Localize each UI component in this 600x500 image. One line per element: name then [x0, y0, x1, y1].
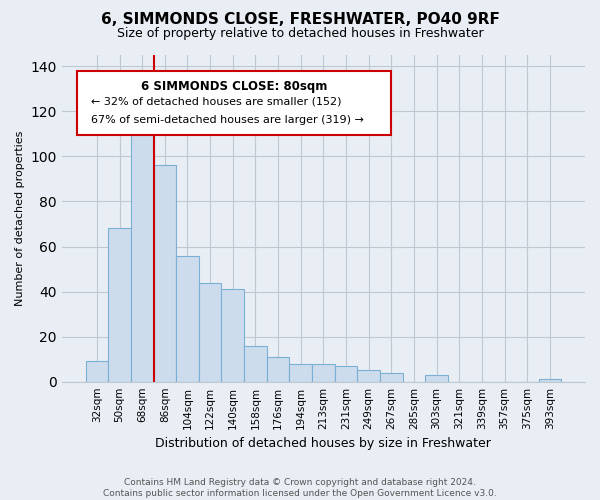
FancyBboxPatch shape [77, 72, 391, 135]
Bar [380, 372, 403, 382]
Bar [131, 127, 154, 382]
Bar [176, 256, 199, 382]
Bar [312, 364, 335, 382]
Text: 6, SIMMONDS CLOSE, FRESHWATER, PO40 9RF: 6, SIMMONDS CLOSE, FRESHWATER, PO40 9RF [101, 12, 499, 28]
Text: Contains HM Land Registry data © Crown copyright and database right 2024.
Contai: Contains HM Land Registry data © Crown c… [103, 478, 497, 498]
Bar [221, 290, 244, 382]
Bar [289, 364, 312, 382]
Bar [199, 282, 221, 382]
Bar [358, 370, 380, 382]
Text: 67% of semi-detached houses are larger (319) →: 67% of semi-detached houses are larger (… [91, 116, 364, 126]
Bar [539, 380, 561, 382]
X-axis label: Distribution of detached houses by size in Freshwater: Distribution of detached houses by size … [155, 437, 491, 450]
Text: Size of property relative to detached houses in Freshwater: Size of property relative to detached ho… [116, 28, 484, 40]
Text: ← 32% of detached houses are smaller (152): ← 32% of detached houses are smaller (15… [91, 97, 341, 107]
Bar [108, 228, 131, 382]
Bar [154, 166, 176, 382]
Bar [86, 362, 108, 382]
Bar [425, 375, 448, 382]
Bar [244, 346, 267, 382]
Bar [335, 366, 358, 382]
Bar [267, 357, 289, 382]
Text: 6 SIMMONDS CLOSE: 80sqm: 6 SIMMONDS CLOSE: 80sqm [141, 80, 328, 92]
Y-axis label: Number of detached properties: Number of detached properties [15, 130, 25, 306]
